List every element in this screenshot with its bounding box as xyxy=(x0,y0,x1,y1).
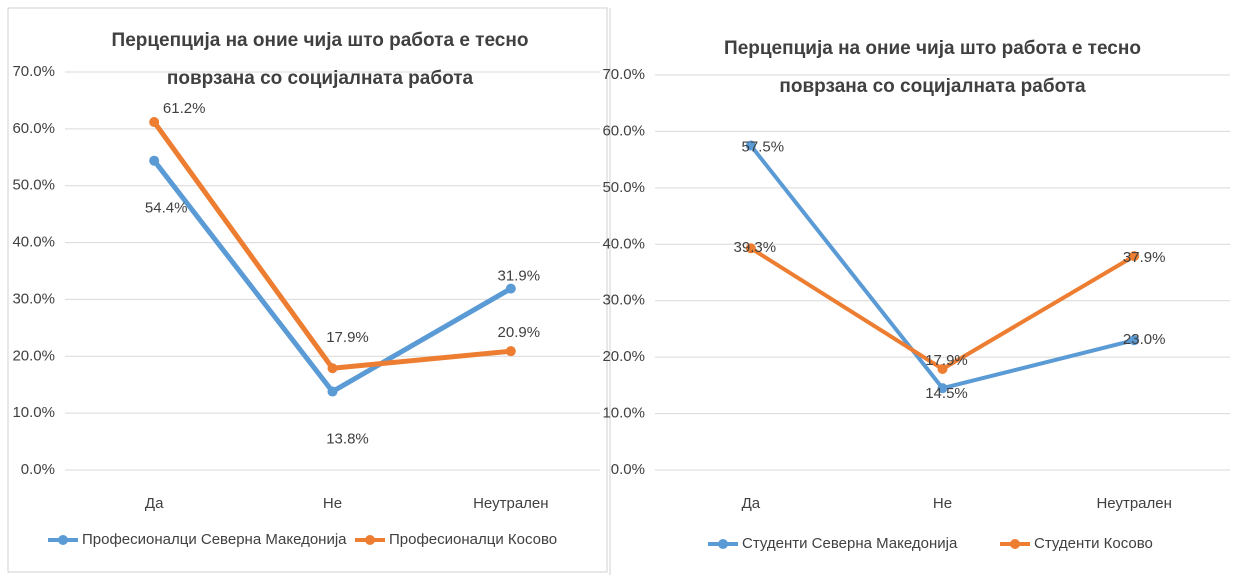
data-label: 54.4% xyxy=(145,200,188,217)
x-tick-label: Да xyxy=(145,495,164,512)
legend-marker xyxy=(1010,539,1020,549)
y-tick-label: 0.0% xyxy=(21,461,55,478)
point xyxy=(937,363,948,374)
data-label: 17.9% xyxy=(925,352,968,369)
data-label: 14.5% xyxy=(925,385,968,402)
x-tick-label: Неутрален xyxy=(473,495,548,512)
point xyxy=(1129,251,1140,262)
point xyxy=(745,140,756,151)
y-tick-label: 60.0% xyxy=(602,122,645,139)
point xyxy=(745,243,756,254)
x-tick-label: Не xyxy=(933,495,952,512)
x-tick-label: Не xyxy=(323,495,342,512)
data-label: 39.3% xyxy=(734,239,777,256)
y-tick-label: 70.0% xyxy=(12,63,55,80)
point xyxy=(505,283,516,294)
x-tick-label: Неутрален xyxy=(1096,495,1171,512)
legend-marker xyxy=(718,539,728,549)
legend-label: Професионалци Северна Македонија xyxy=(82,531,347,548)
y-tick-label: 40.0% xyxy=(602,235,645,252)
chart-title: Перцепција на оние чија што работа е тес… xyxy=(111,30,529,89)
y-tick-label: 60.0% xyxy=(12,120,55,137)
legend-marker xyxy=(365,535,375,545)
y-tick-label: 40.0% xyxy=(12,234,55,251)
series-line xyxy=(749,246,1136,371)
y-tick-label: 30.0% xyxy=(602,292,645,309)
y-tick-label: 20.0% xyxy=(602,348,645,365)
point xyxy=(149,155,160,166)
y-tick-label: 10.0% xyxy=(12,404,55,421)
point xyxy=(327,363,338,374)
point xyxy=(505,346,516,357)
y-tick-label: 70.0% xyxy=(602,66,645,83)
data-label: 13.8% xyxy=(326,431,369,448)
point xyxy=(327,386,338,397)
y-tick-label: 50.0% xyxy=(602,179,645,196)
data-label: 37.9% xyxy=(1123,249,1166,266)
point xyxy=(1129,335,1140,346)
y-tick-label: 10.0% xyxy=(602,405,645,422)
legend-label: Студенти Косово xyxy=(1034,535,1153,552)
data-label: 61.2% xyxy=(163,100,206,117)
chart-border xyxy=(7,7,608,573)
data-label: 23.0% xyxy=(1123,331,1166,348)
data-label: 20.9% xyxy=(498,324,541,341)
data-label: 57.5% xyxy=(742,139,785,156)
point xyxy=(149,117,160,128)
y-tick-label: 20.0% xyxy=(12,347,55,364)
data-label: 31.9% xyxy=(498,268,541,285)
legend-label: Професионалци Косово xyxy=(389,531,557,548)
y-tick-label: 50.0% xyxy=(12,177,55,194)
data-label: 17.9% xyxy=(326,329,369,346)
legend-label: Студенти Северна Македонија xyxy=(742,535,958,552)
y-tick-label: 0.0% xyxy=(611,461,645,478)
legend-marker xyxy=(58,535,68,545)
chart-title: Перцепција на оние чија што работа е тес… xyxy=(724,38,1141,97)
x-tick-label: Да xyxy=(742,495,761,512)
y-tick-label: 30.0% xyxy=(12,290,55,307)
point xyxy=(937,383,948,394)
